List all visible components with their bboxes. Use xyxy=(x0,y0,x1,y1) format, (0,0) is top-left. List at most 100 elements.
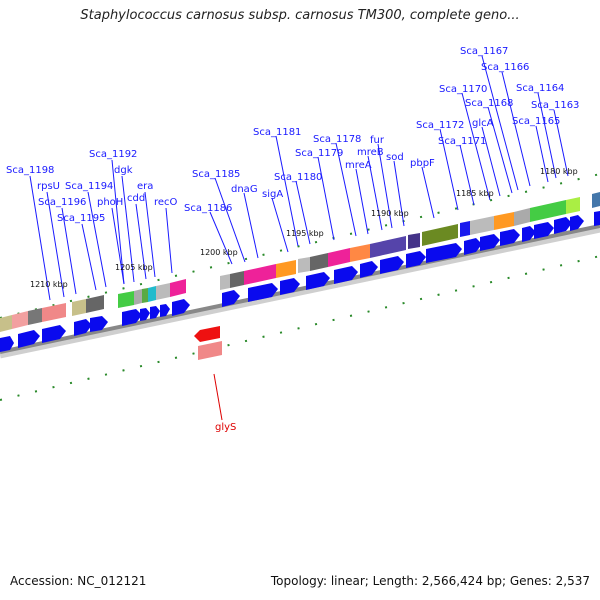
gene-label[interactable]: mreB xyxy=(357,147,384,158)
feature-mid-1 xyxy=(118,291,134,308)
gene-label[interactable]: sod xyxy=(386,152,404,163)
cds-arrow xyxy=(74,319,92,336)
feature-mid-3 xyxy=(142,288,148,303)
ruler-label: 1180 kbp xyxy=(540,167,578,176)
cds-arrow xyxy=(18,330,40,348)
gene-label[interactable]: era xyxy=(137,181,153,192)
cds-arrow xyxy=(406,251,426,268)
gene-label[interactable]: Sca_1179 xyxy=(295,148,343,159)
leader-mrea xyxy=(355,168,369,235)
gene-label[interactable]: Sca_1164 xyxy=(516,83,564,94)
gene-label[interactable]: Sca_1198 xyxy=(6,165,54,176)
ruler-label: 1200 kbp xyxy=(200,248,238,257)
gene-label[interactable]: phoH xyxy=(97,197,123,208)
leader-rpsu xyxy=(46,191,65,298)
cds-arrow xyxy=(0,336,14,352)
feature-b-5 xyxy=(514,208,530,226)
gene-label[interactable]: Sca_1181 xyxy=(253,127,301,138)
gene-label[interactable]: Sca_1172 xyxy=(416,120,464,131)
feature-left-3 xyxy=(28,308,42,325)
gene-label[interactable]: Sca_1192 xyxy=(89,149,137,160)
cds-arrow xyxy=(426,243,462,263)
gene-label[interactable]: glyS xyxy=(215,422,236,433)
leader-glca xyxy=(481,126,501,197)
gene-label[interactable]: recO xyxy=(154,197,178,208)
feature-a-10 xyxy=(408,233,420,249)
leader-dnag xyxy=(243,192,259,259)
glys-arrow xyxy=(194,326,220,342)
gene-label[interactable]: Sca_1180 xyxy=(274,172,322,183)
cds-arrow xyxy=(42,325,66,343)
gene-label[interactable]: Sca_1186 xyxy=(184,203,232,214)
feature-a-9 xyxy=(370,236,406,258)
gene-label[interactable]: Sca_1168 xyxy=(465,98,513,109)
leader-phoh xyxy=(111,207,125,285)
leader-sca1181 xyxy=(275,135,299,247)
feature-b-6 xyxy=(530,200,566,222)
feature-mid-6 xyxy=(170,279,186,297)
gene-label[interactable]: Sca_1178 xyxy=(313,134,361,145)
gene-label[interactable]: Sca_1170 xyxy=(439,84,487,95)
leader-sca1165 xyxy=(535,125,549,183)
feature-left-2 xyxy=(12,311,28,329)
feature-a-8 xyxy=(350,244,370,262)
feature-a-5 xyxy=(298,257,310,273)
gene-label[interactable]: Sca_1166 xyxy=(481,62,529,73)
feature-b-7 xyxy=(566,197,580,214)
genome-summary-text: Topology: linear; Length: 2,566,424 bp; … xyxy=(270,574,590,588)
ruler-label: 1210 kbp xyxy=(30,280,68,289)
gene-label[interactable]: mreA xyxy=(345,160,372,171)
leader-sca1167 xyxy=(481,55,519,191)
gene-label[interactable]: Sca_1195 xyxy=(57,213,105,224)
gene-label[interactable]: Sca_1163 xyxy=(531,100,579,111)
cds-arrow xyxy=(172,299,190,316)
gene-label[interactable]: cdd xyxy=(127,193,145,204)
gene-label[interactable]: Sca_1196 xyxy=(38,197,86,208)
reverse-strand-features xyxy=(194,326,223,421)
backbone-line xyxy=(0,224,600,354)
cds-arrow xyxy=(480,234,500,251)
cds-arrow xyxy=(500,229,520,246)
ruler-label: 1190 kbp xyxy=(371,209,409,218)
gene-label[interactable]: Sca_1171 xyxy=(438,136,486,147)
leader-lines xyxy=(29,55,569,301)
cds-arrow xyxy=(594,211,600,226)
feature-b-2 xyxy=(460,221,470,237)
gene-features xyxy=(0,192,600,332)
feature-mid-5 xyxy=(156,283,170,300)
feature-b-8 xyxy=(592,192,600,208)
gene-label[interactable]: pbpF xyxy=(410,158,435,169)
cds-arrow xyxy=(140,308,150,321)
leader-mreb xyxy=(367,155,383,231)
gene-label[interactable]: sigA xyxy=(262,189,283,200)
feature-left-5 xyxy=(72,299,86,316)
page-title: Staphylococcus carnosus subsp. carnosus … xyxy=(80,8,520,23)
gene-label[interactable]: dnaG xyxy=(231,184,258,195)
leader-sca1172 xyxy=(439,128,459,211)
leader-sca1168 xyxy=(487,106,513,194)
cds-arrow xyxy=(306,272,330,290)
gene-label[interactable]: fur xyxy=(370,135,385,146)
cds-arrow xyxy=(160,304,170,317)
gene-label[interactable]: dgk xyxy=(114,165,133,176)
cds-arrow xyxy=(522,226,536,242)
feature-left-6 xyxy=(86,295,104,313)
cds-arrow xyxy=(150,306,160,319)
gene-label[interactable]: glcA xyxy=(472,118,494,129)
feature-b-4 xyxy=(494,212,514,230)
gene-label[interactable]: Sca_1194 xyxy=(65,181,113,192)
cds-arrow xyxy=(90,316,108,332)
gene-label[interactable]: Sca_1185 xyxy=(192,169,240,180)
gene-label[interactable]: Sca_1167 xyxy=(460,46,508,57)
feature-mid-4 xyxy=(148,286,156,302)
gene-labels: Sca_1198 rpsU Sca_1196 Sca_1195 Sca_1194… xyxy=(6,46,579,433)
leader-sca1178 xyxy=(335,142,357,237)
leader-sca1194 xyxy=(87,191,107,288)
gene-label[interactable]: rpsU xyxy=(37,181,60,192)
gene-label[interactable]: Sca_1165 xyxy=(512,116,560,127)
leader-sca1196 xyxy=(61,207,77,295)
feature-a-2 xyxy=(230,271,244,288)
leader-cdd xyxy=(135,203,147,280)
cds-arrow xyxy=(554,217,572,234)
